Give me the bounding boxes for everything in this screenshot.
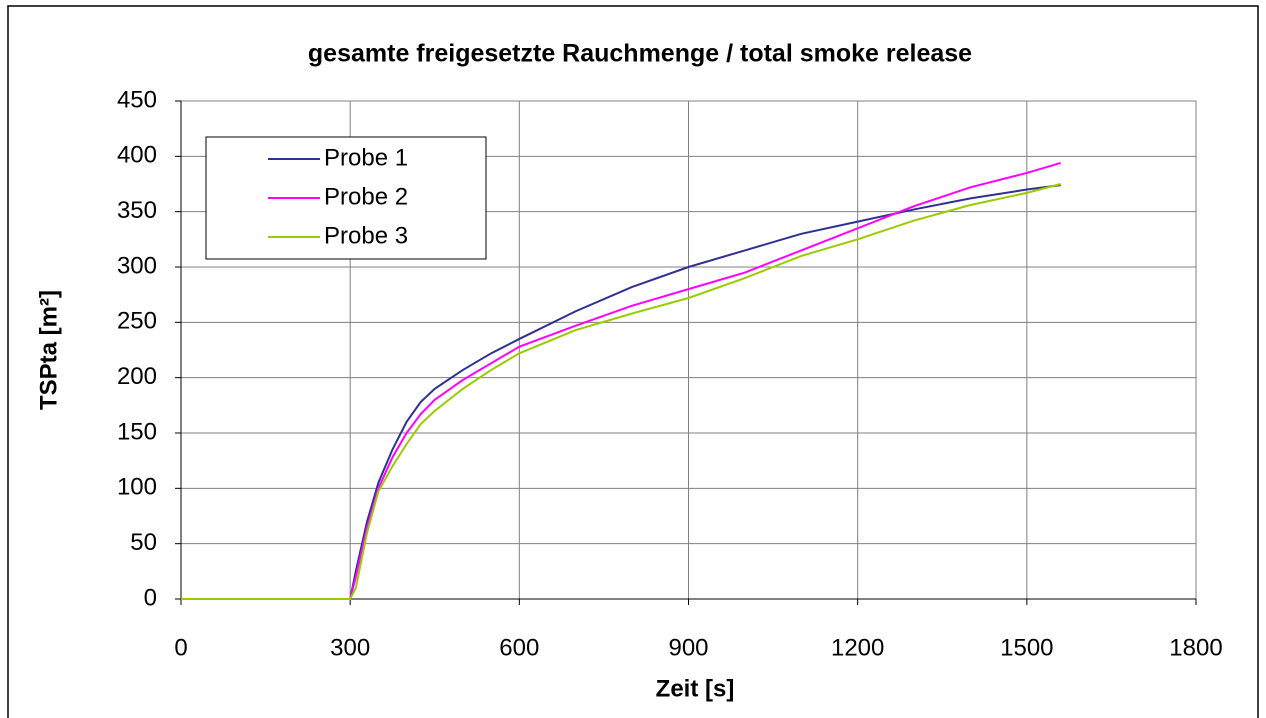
x-tick-label: 600 <box>499 634 539 661</box>
x-tick-label: 1800 <box>1169 634 1222 661</box>
y-tick-label: 350 <box>117 197 157 224</box>
x-tick-label: 1200 <box>831 634 884 661</box>
x-tick-label: 900 <box>668 634 708 661</box>
y-axis-label: TSPta [m²] <box>35 290 62 410</box>
y-tick-label: 50 <box>130 529 157 556</box>
legend-box <box>205 136 487 260</box>
y-tick-label: 200 <box>117 363 157 390</box>
data-line <box>181 184 1061 600</box>
legend-label: Probe 2 <box>324 183 408 210</box>
legend-label: Probe 3 <box>324 222 408 249</box>
legend-label: Probe 1 <box>324 144 408 171</box>
y-tick-label: 0 <box>144 584 157 611</box>
data-line <box>181 162 1061 600</box>
y-tick-label: 150 <box>117 418 157 445</box>
x-tick-label: 1500 <box>1000 634 1053 661</box>
data-line <box>181 183 1061 600</box>
x-tick-label: 300 <box>330 634 370 661</box>
y-tick-label: 450 <box>117 86 157 113</box>
y-tick-label: 250 <box>117 308 157 335</box>
y-tick-label: 400 <box>117 142 157 169</box>
chart-title: gesamte freigesetzte Rauchmenge / total … <box>308 40 972 68</box>
y-tick-label: 300 <box>117 252 157 279</box>
y-tick-label: 100 <box>117 474 157 501</box>
x-axis-label: Zeit [s] <box>656 675 735 702</box>
x-tick-label: 0 <box>174 634 187 661</box>
